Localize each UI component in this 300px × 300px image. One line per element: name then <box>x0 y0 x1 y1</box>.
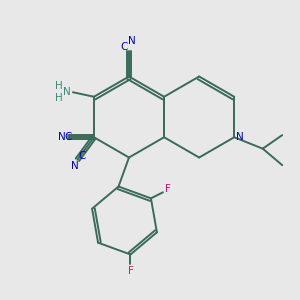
Text: F: F <box>128 266 134 276</box>
Text: C: C <box>65 132 72 142</box>
Text: C: C <box>120 42 127 52</box>
Text: N: N <box>128 35 136 46</box>
Text: N: N <box>58 132 66 142</box>
Text: F: F <box>165 184 171 194</box>
Text: N: N <box>70 161 78 171</box>
Text: N: N <box>236 132 244 142</box>
Text: C: C <box>78 151 85 161</box>
Text: H: H <box>55 93 63 103</box>
Text: H: H <box>55 81 63 91</box>
Text: N: N <box>63 87 71 97</box>
